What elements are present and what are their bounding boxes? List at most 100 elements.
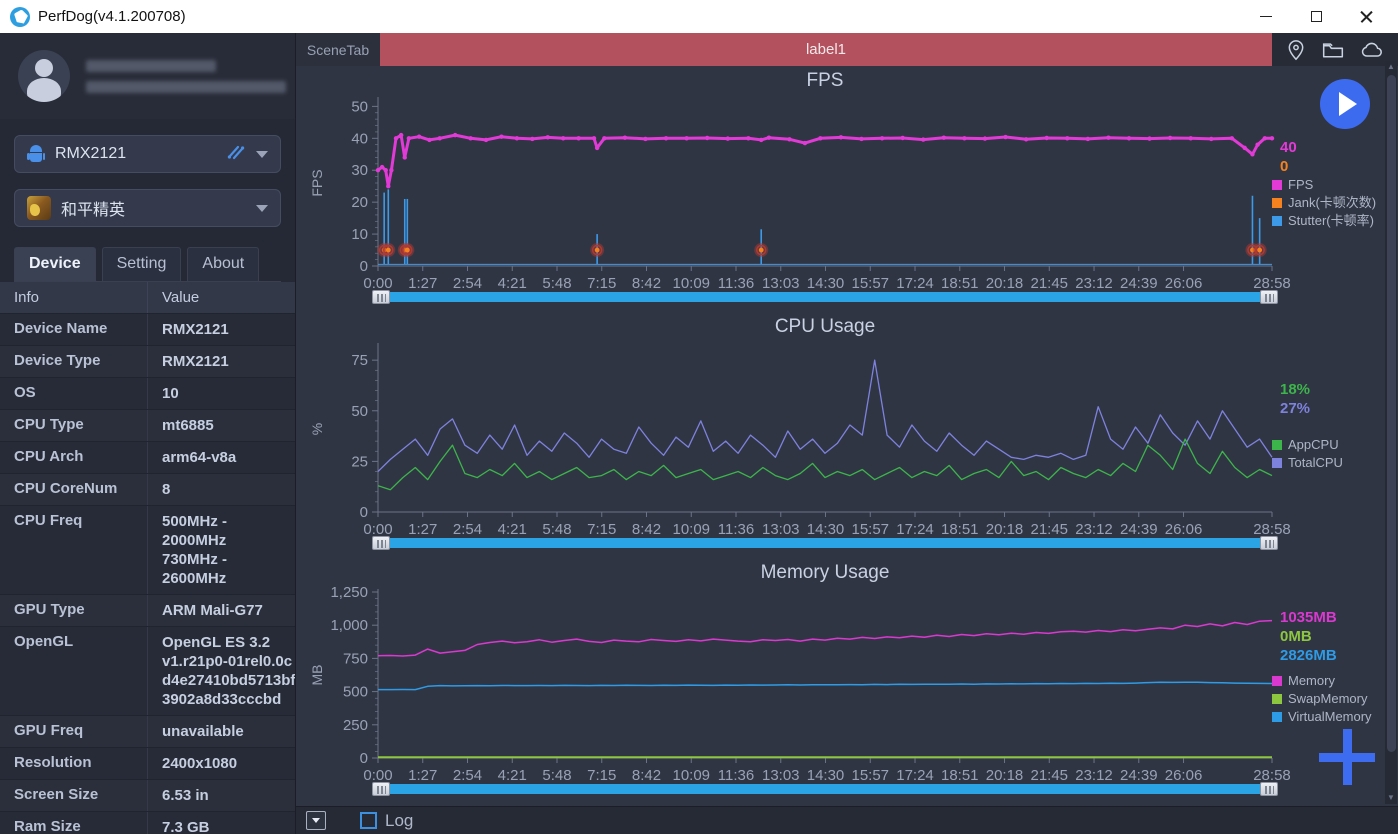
svg-text:4:21: 4:21 bbox=[498, 767, 527, 782]
scroll-track[interactable] bbox=[388, 292, 1262, 302]
value-cell: arm64-v8a bbox=[148, 442, 295, 473]
info-cell: GPU Freq bbox=[0, 716, 148, 747]
play-button[interactable] bbox=[1320, 79, 1370, 129]
chart-legend: MemorySwapMemoryVirtualMemory bbox=[1272, 672, 1372, 726]
svg-text:5:48: 5:48 bbox=[542, 767, 571, 782]
info-cell: OS bbox=[0, 378, 148, 409]
minimize-button[interactable] bbox=[1258, 9, 1274, 25]
current-value: 27% bbox=[1280, 399, 1310, 418]
scroll-track[interactable] bbox=[388, 784, 1262, 794]
svg-text:1:27: 1:27 bbox=[408, 767, 437, 782]
legend-swatch-icon bbox=[1272, 694, 1282, 704]
range-handle-left[interactable] bbox=[372, 290, 390, 304]
range-handle-right[interactable] bbox=[1260, 536, 1278, 550]
expand-panel-button[interactable] bbox=[306, 811, 326, 830]
time-range-scrollbar[interactable] bbox=[372, 536, 1278, 550]
close-button[interactable] bbox=[1358, 9, 1374, 25]
svg-text:10:09: 10:09 bbox=[672, 767, 710, 782]
info-cell: CPU Type bbox=[0, 410, 148, 441]
tab-setting[interactable]: Setting bbox=[102, 247, 182, 281]
scene-tab[interactable]: SceneTab bbox=[296, 33, 380, 66]
scroll-down-icon[interactable]: ▼ bbox=[1385, 792, 1397, 804]
legend-swatch-icon bbox=[1272, 216, 1282, 226]
scene-label-bar[interactable]: label1 bbox=[380, 33, 1272, 66]
value-cell: RMX2121 bbox=[148, 346, 295, 377]
svg-text:20:18: 20:18 bbox=[986, 275, 1024, 290]
chart-plot: 01020304050FPS0:001:272:544:215:487:158:… bbox=[296, 94, 1384, 290]
chart-title: Memory Usage bbox=[378, 558, 1272, 586]
current-values: 18%27% bbox=[1280, 380, 1310, 418]
svg-text:2:54: 2:54 bbox=[453, 767, 482, 782]
maximize-button[interactable] bbox=[1308, 9, 1324, 25]
table-row: OS10 bbox=[0, 377, 295, 409]
svg-text:24:39: 24:39 bbox=[1120, 521, 1158, 536]
app-select[interactable]: 和平精英 bbox=[14, 189, 281, 227]
time-range-scrollbar[interactable] bbox=[372, 290, 1278, 304]
game-thumbnail-icon bbox=[27, 196, 51, 220]
svg-text:7:15: 7:15 bbox=[587, 275, 616, 290]
current-values: 400 bbox=[1280, 138, 1297, 176]
svg-text:14:30: 14:30 bbox=[807, 521, 845, 536]
user-org-line bbox=[86, 81, 286, 93]
cloud-icon[interactable] bbox=[1360, 41, 1384, 59]
scroll-track[interactable] bbox=[388, 538, 1262, 548]
svg-text:1,000: 1,000 bbox=[330, 617, 368, 634]
device-select[interactable]: RMX2121 bbox=[14, 135, 281, 173]
device-info-table: Info Value Device NameRMX2121Device Type… bbox=[0, 282, 295, 834]
column-header-value: Value bbox=[148, 282, 295, 313]
svg-text:28:58: 28:58 bbox=[1253, 767, 1291, 782]
current-value: 2826MB bbox=[1280, 646, 1337, 665]
legend-label: VirtualMemory bbox=[1288, 708, 1372, 726]
info-cell: Screen Size bbox=[0, 780, 148, 811]
legend-label: Jank(卡顿次数) bbox=[1288, 194, 1376, 212]
time-range-scrollbar[interactable] bbox=[372, 782, 1278, 796]
svg-text:11:36: 11:36 bbox=[718, 275, 754, 290]
main-area: SceneTab label1 FPS01020304050FPS0:001:2… bbox=[296, 33, 1398, 834]
svg-text:20: 20 bbox=[351, 194, 368, 211]
range-handle-left[interactable] bbox=[372, 536, 390, 550]
svg-text:23:12: 23:12 bbox=[1075, 521, 1113, 536]
table-row: Screen Size6.53 in bbox=[0, 779, 295, 811]
svg-text:0: 0 bbox=[360, 504, 368, 521]
window-titlebar: PerfDog(v4.1.200708) bbox=[0, 0, 1398, 33]
range-handle-right[interactable] bbox=[1260, 290, 1278, 304]
legend-item: Stutter(卡顿率) bbox=[1272, 212, 1376, 230]
svg-text:0:00: 0:00 bbox=[363, 275, 392, 290]
log-checkbox[interactable] bbox=[360, 812, 377, 829]
range-handle-right[interactable] bbox=[1260, 782, 1278, 796]
value-cell: 2400x1080 bbox=[148, 748, 295, 779]
svg-text:8:42: 8:42 bbox=[632, 767, 661, 782]
legend-label: FPS bbox=[1288, 176, 1313, 194]
legend-swatch-icon bbox=[1272, 458, 1282, 468]
svg-text:14:30: 14:30 bbox=[807, 275, 845, 290]
svg-text:15:57: 15:57 bbox=[851, 767, 889, 782]
svg-text:0: 0 bbox=[360, 258, 368, 275]
value-cell: RMX2121 bbox=[148, 314, 295, 345]
user-avatar bbox=[18, 50, 70, 102]
svg-text:1,250: 1,250 bbox=[330, 586, 368, 601]
add-chart-button[interactable] bbox=[1315, 725, 1379, 789]
svg-text:28:58: 28:58 bbox=[1253, 275, 1291, 290]
current-value: 18% bbox=[1280, 380, 1310, 399]
legend-label: TotalCPU bbox=[1288, 454, 1343, 472]
svg-text:23:12: 23:12 bbox=[1075, 275, 1113, 290]
svg-text:20:18: 20:18 bbox=[986, 521, 1024, 536]
user-panel bbox=[0, 33, 295, 119]
location-pin-icon[interactable] bbox=[1286, 39, 1306, 61]
table-row: Ram Size7.3 GB bbox=[0, 811, 295, 834]
user-name-redacted bbox=[86, 60, 286, 93]
tab-device[interactable]: Device bbox=[14, 247, 96, 281]
vertical-scrollbar[interactable]: ▲ ▼ bbox=[1385, 61, 1397, 804]
tab-about[interactable]: About bbox=[187, 247, 259, 281]
svg-text:11:36: 11:36 bbox=[718, 767, 754, 782]
scroll-up-icon[interactable]: ▲ bbox=[1385, 61, 1397, 73]
vertical-scroll-thumb[interactable] bbox=[1387, 75, 1396, 752]
range-handle-left[interactable] bbox=[372, 782, 390, 796]
current-values: 1035MB0MB2826MB bbox=[1280, 608, 1337, 665]
chart-cpu-usage: CPU Usage0255075%0:001:272:544:215:487:1… bbox=[296, 312, 1384, 558]
user-name-line bbox=[86, 60, 216, 72]
folder-icon[interactable] bbox=[1322, 40, 1344, 60]
android-icon bbox=[27, 145, 45, 163]
chart-title: FPS bbox=[378, 66, 1272, 94]
table-row: Device TypeRMX2121 bbox=[0, 345, 295, 377]
